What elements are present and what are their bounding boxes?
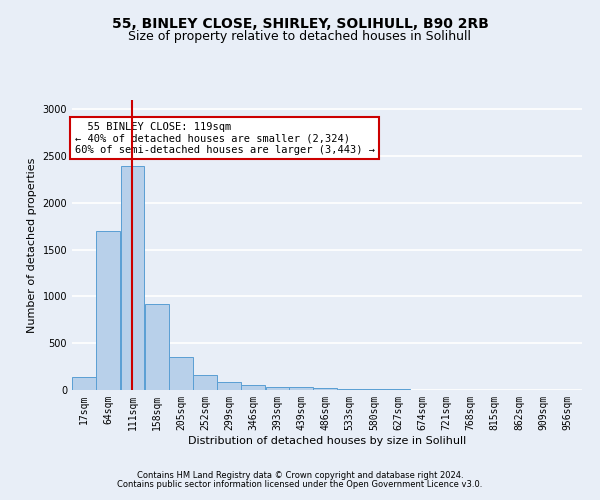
Bar <box>241 385 265 390</box>
Text: Contains HM Land Registry data © Crown copyright and database right 2024.: Contains HM Land Registry data © Crown c… <box>137 471 463 480</box>
Bar <box>266 386 290 390</box>
Text: 55, BINLEY CLOSE, SHIRLEY, SOLIHULL, B90 2RB: 55, BINLEY CLOSE, SHIRLEY, SOLIHULL, B90… <box>112 18 488 32</box>
Bar <box>313 388 337 390</box>
Text: Size of property relative to detached houses in Solihull: Size of property relative to detached ho… <box>128 30 472 43</box>
Text: 55 BINLEY CLOSE: 119sqm
← 40% of detached houses are smaller (2,324)
60% of semi: 55 BINLEY CLOSE: 119sqm ← 40% of detache… <box>74 122 374 154</box>
X-axis label: Distribution of detached houses by size in Solihull: Distribution of detached houses by size … <box>188 436 466 446</box>
Bar <box>362 389 386 390</box>
Bar <box>193 375 217 390</box>
Bar <box>338 388 362 390</box>
Bar <box>97 231 120 390</box>
Text: Contains public sector information licensed under the Open Government Licence v3: Contains public sector information licen… <box>118 480 482 489</box>
Bar <box>121 166 145 390</box>
Bar <box>289 387 313 390</box>
Bar <box>169 358 193 390</box>
Bar <box>72 377 96 390</box>
Bar <box>145 304 169 390</box>
Y-axis label: Number of detached properties: Number of detached properties <box>27 158 37 332</box>
Bar <box>217 382 241 390</box>
